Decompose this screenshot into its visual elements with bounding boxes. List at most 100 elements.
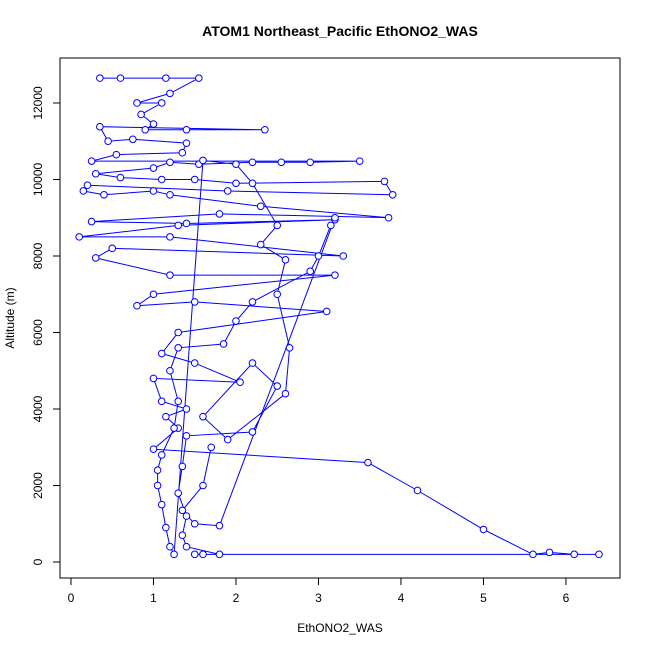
data-point: [232, 179, 240, 188]
y-axis-label: Altitude (m): [3, 287, 17, 348]
data-point: [116, 173, 125, 182]
data-point: [314, 252, 323, 260]
data-point: [133, 301, 141, 310]
data-point: [331, 213, 339, 222]
data-point: [178, 148, 187, 157]
data-point: [182, 139, 191, 147]
data-point: [149, 164, 158, 172]
data-point: [174, 328, 183, 337]
data-point: [281, 389, 290, 398]
y-tick-label: 4000: [31, 395, 45, 422]
data-point: [529, 550, 537, 559]
data-point: [190, 298, 199, 306]
data-point: [149, 187, 158, 195]
data-point: [273, 290, 282, 299]
data-point: [236, 378, 244, 387]
data-point: [219, 340, 228, 348]
x-tick-label: 5: [480, 591, 487, 605]
data-point: [116, 74, 125, 82]
data-point: [157, 349, 166, 358]
data-point: [261, 125, 269, 134]
chart-title: ATOM1 Northeast_Pacific EthONO2_WAS: [202, 23, 478, 39]
data-point: [199, 156, 207, 165]
data-point: [166, 233, 174, 241]
data-point: [355, 157, 364, 165]
data-point: [170, 550, 178, 559]
data-point: [157, 451, 166, 459]
x-tick-label: 3: [315, 591, 322, 605]
data-point: [112, 150, 121, 159]
data-point: [108, 244, 117, 253]
data-point: [190, 359, 199, 367]
data-point: [157, 397, 166, 406]
data-point: [178, 531, 187, 540]
data-point: [100, 190, 108, 199]
series-line: [79, 77, 599, 557]
data-point: [129, 135, 137, 144]
data-point: [199, 412, 207, 421]
data-point: [166, 271, 174, 279]
data-point: [199, 481, 207, 490]
data-point: [162, 412, 170, 421]
y-tick-label: 8000: [31, 242, 45, 269]
data-point: [248, 158, 257, 167]
data-point: [153, 481, 162, 490]
y-tick-label: 10000: [31, 162, 45, 196]
y-tick-label: 12000: [31, 86, 45, 120]
data-point: [388, 190, 397, 199]
data-point: [207, 443, 216, 452]
plot-frame: [59, 57, 621, 579]
data-point: [327, 221, 335, 230]
data-point: [570, 550, 579, 559]
data-point: [256, 240, 265, 249]
data-point: [331, 271, 339, 279]
data-point: [215, 210, 224, 218]
data-point: [149, 374, 158, 383]
data-point: [248, 359, 257, 367]
data-point: [166, 542, 174, 551]
data-point: [195, 74, 203, 82]
data-point: [157, 99, 166, 107]
data-point: [174, 489, 183, 497]
x-tick-label: 6: [563, 591, 570, 605]
data-point: [166, 366, 174, 375]
x-tick-label: 4: [398, 591, 405, 605]
data-point: [182, 512, 191, 520]
data-point: [149, 290, 158, 299]
y-tick-label: 0: [31, 558, 45, 565]
data-point: [256, 202, 265, 211]
data-point: [174, 343, 183, 352]
data-point: [149, 445, 158, 453]
y-tick-label: 2000: [31, 472, 45, 499]
x-tick-label: 0: [68, 591, 75, 605]
data-point: [190, 550, 199, 559]
data-point: [215, 521, 224, 530]
data-point: [479, 525, 488, 534]
data-point: [182, 405, 191, 413]
data-point: [306, 158, 315, 167]
x-tick-label: 1: [150, 591, 157, 605]
data-point: [87, 157, 96, 165]
data-point: [104, 137, 112, 146]
data-point: [273, 382, 282, 390]
data-point: [133, 99, 141, 107]
data-point: [199, 550, 207, 559]
data-point: [75, 233, 84, 241]
data-point: [153, 466, 162, 475]
data-point: [232, 317, 240, 325]
data-point: [141, 125, 150, 134]
data-point: [281, 256, 290, 264]
data-point: [182, 219, 191, 228]
data-point: [413, 486, 422, 495]
data-point: [178, 506, 187, 515]
data-point: [306, 267, 315, 276]
data-point: [248, 179, 257, 188]
data-point: [137, 110, 145, 119]
data-point: [232, 160, 240, 168]
data-point: [384, 213, 393, 222]
data-point: [595, 550, 603, 559]
x-axis-label: EthONO2_WAS: [297, 621, 383, 635]
data-point: [162, 523, 170, 532]
